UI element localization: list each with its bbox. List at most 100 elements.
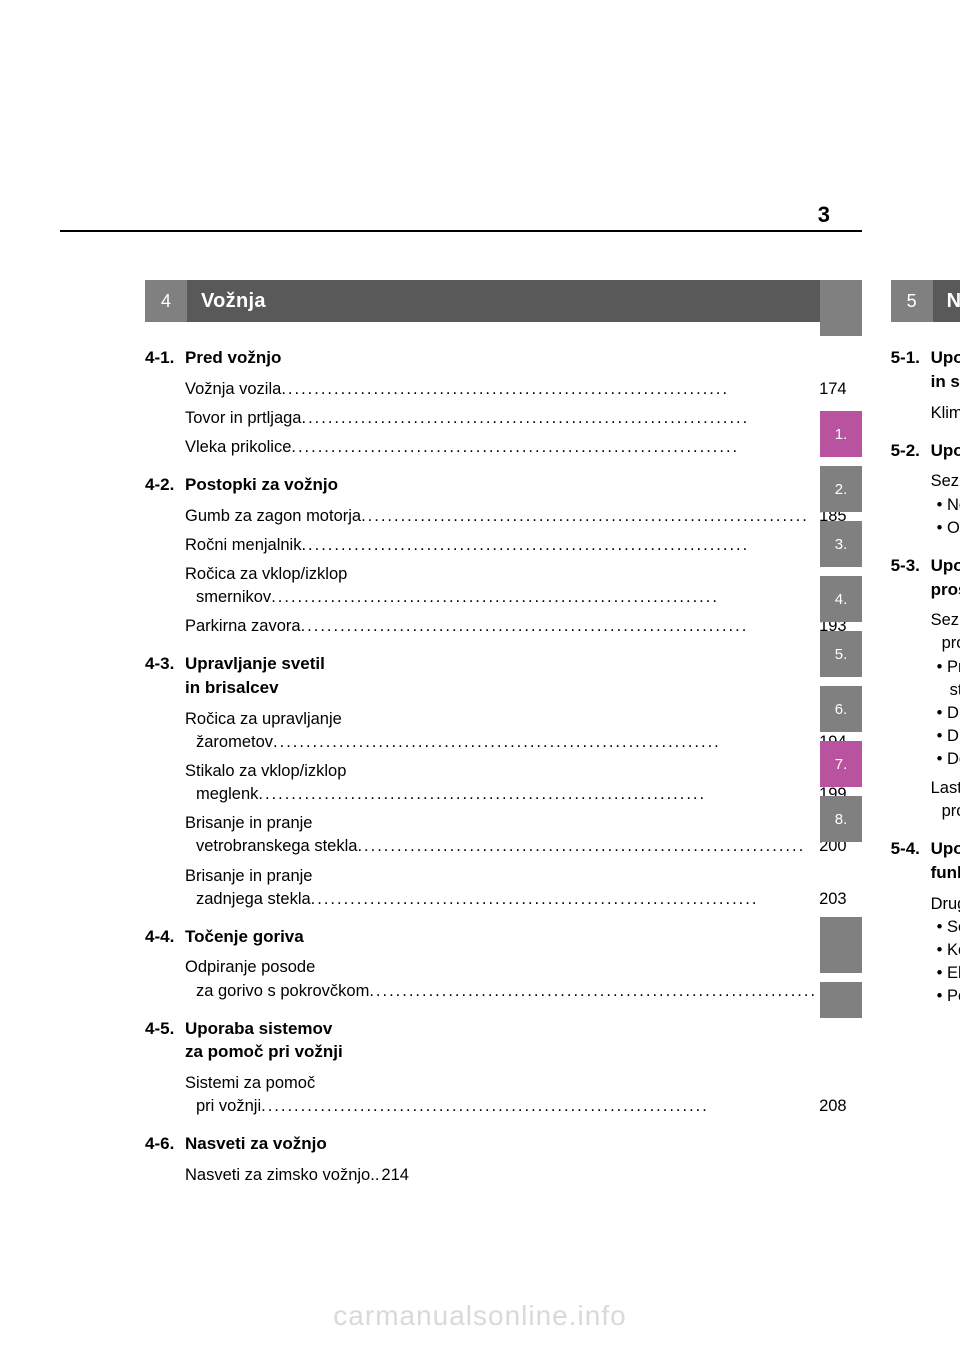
column-right: 5Notranje funkcije5-1.Uporaba klimatske … [891,280,960,1201]
section-number: 5-4. [891,837,931,885]
right-chapter-tab: 5Notranje funkcije [891,280,960,322]
section-number: 5-2. [891,439,931,463]
entry-label: Tovor in prtljaga [185,407,301,430]
section-title: Postopki za vožnjo [185,473,847,497]
divider [60,230,862,232]
section-number: 4-4. [145,925,185,949]
entry-label: Druge notranje funkcije [931,893,960,916]
toc-section: 4-4.Točenje gorivaOdpiranje posodeza gor… [145,925,847,1003]
side-tab-4[interactable]: 4. [820,576,862,622]
toc-section: 5-3.Uporaba odlagalnihprostorov Seznam od… [891,554,960,823]
subentry-label: Kozmetični ogledali [937,939,960,962]
subentry-label: Pomožna držala [937,985,960,1008]
side-block [820,280,862,336]
toc-entry: Sistemi za pomočpri vožnji208 [185,1072,847,1118]
entry-label-cont: smernikov [185,586,271,609]
section-title: Nasveti za vožnjo [185,1132,847,1156]
toc-entry: Seznam notranjih luči225Notranja luč226O… [931,470,960,539]
column-left: 4Vožnja 4-1.Pred vožnjoVožnja vozila174To… [145,280,847,1201]
entry-label: Brisanje in pranje [185,812,313,835]
toc-entry: Lastnosti prtljažnegaprostora231 [931,777,960,823]
sidebar-tabs: 1. 2. 3. 4. 5. 6. 7. 8. [820,280,862,1027]
subentry-label: Dodatni predal [937,748,960,771]
side-tab-1[interactable]: 1. [820,411,862,457]
toc-section: 5-4.Uporaba drugih notranjihfunkcij Druge… [891,837,960,1008]
toc-entry: Klimatska naprava218 [931,402,960,425]
subentry-label: Predal na sopotnikovi [937,656,960,679]
toc-entry: Vleka prikolice184 [185,436,847,459]
chapter-title: Vožnja [187,280,847,322]
section-number: 4-1. [145,346,185,370]
side-tab-5[interactable]: 5. [820,631,862,677]
side-tab-2[interactable]: 2. [820,466,862,512]
chapter-number: 4 [145,280,187,322]
toc-entry: Druge notranje funkcije234Senčnika234Koz… [931,893,960,1008]
toc-section: 4-5.Uporaba sistemovza pomoč pri vožnjiS… [145,1017,847,1119]
entry-label-cont: prostora [931,800,960,823]
section-title: Uporaba sistemovza pomoč pri vožnji [185,1017,847,1065]
section-title: Uporaba drugih notranjihfunkcij [931,837,960,885]
entry-label: Seznam notranjih luči [931,470,960,493]
entry-label-cont: žarometov [185,731,273,754]
side-tab-7[interactable]: 7. [820,741,862,787]
toc-entry: Seznam odlagalnihprostorov227Predal na s… [931,609,960,771]
toc-entry: Tovor in prtljaga182 [185,407,847,430]
toc-entry: Ročica za upravljanježarometov194 [185,708,847,754]
entry-label: Vožnja vozila [185,378,281,401]
entry-page: 214 [379,1164,409,1187]
watermark: carmanualsonline.info [0,1300,960,1332]
section-title: Uporaba klimatske napravein sistema za o… [931,346,960,394]
toc-entry: Ročica za vklop/izklopsmernikov192 [185,563,847,609]
page: 3 4Vožnja 4-1.Pred vožnjoVožnja vozila174… [0,0,960,1358]
subentry-label: Notranja luč [937,494,960,517]
section-number: 4-2. [145,473,185,497]
side-tab-8[interactable]: 8. [820,796,862,842]
entry-label: Ročica za vklop/izklop [185,563,347,586]
entry-label-cont: meglenk [185,783,258,806]
entry-label: Vleka prikolice [185,436,291,459]
toc-entry: Nasveti za zimsko vožnjo ..214 [185,1164,847,1187]
content-columns: 4Vožnja4-1.Pred vožnjoVožnja vozila174To… [145,280,820,1201]
toc-section: 4-2.Postopki za vožnjo Gumb za zagon moto… [145,473,847,638]
section-number: 4-5. [145,1017,185,1065]
entry-label: Seznam odlagalnih [931,609,960,632]
subentry-label-cont: strani [950,679,960,702]
subentry-label: Osebne luči [937,517,960,540]
toc-section: 4-1.Pred vožnjoVožnja vozila174Tovor in … [145,346,847,459]
page-number: 3 [818,202,830,228]
subentry-label: Senčnika [937,916,960,939]
toc-entry: Vožnja vozila174 [185,378,847,401]
entry-label: Lastnosti prtljažnega [931,777,960,800]
side-tab-6[interactable]: 6. [820,686,862,732]
entry-label: Nasveti za zimsko vožnjo [185,1164,370,1187]
entry-label: Parkirna zavora [185,615,301,638]
toc-section: 4-6.Nasveti za vožnjo Nasveti za zimsko v… [145,1132,847,1187]
subentry-label: Držala za kozarce [937,702,960,725]
entry-page: 208 [817,1095,847,1118]
section-number: 4-6. [145,1132,185,1156]
entry-label-cont: vetrobranskega stekla [185,835,357,858]
entry-label: Stikalo za vklop/izklop [185,760,346,783]
entry-label: Klimatska naprava [931,402,960,425]
section-title: Uporaba odlagalnihprostorov [931,554,960,602]
entry-label: Gumb za zagon motorja [185,505,361,528]
section-title: Uporaba notranjih luči [931,439,960,463]
entry-label: Ročni menjalnik [185,534,301,557]
subentry-label: Električna vtičnica [937,962,960,985]
toc-entry: Brisanje in pranjevetrobranskega stekla2… [185,812,847,858]
side-tab-3[interactable]: 3. [820,521,862,567]
section-title: Točenje goriva [185,925,847,949]
entry-label: Ročica za upravljanje [185,708,342,731]
entry-label-cont: zadnjega stekla [185,888,311,911]
subentry-label: Držala za plastenke [937,725,960,748]
entry-label-cont: pri vožnji [185,1095,261,1118]
left-chapter-tab: 4Vožnja [145,280,847,322]
toc-entry: Ročni menjalnik190 [185,534,847,557]
toc-entry: Parkirna zavora193 [185,615,847,638]
section-number: 5-3. [891,554,931,602]
entry-label-cont: prostorov [931,632,960,655]
side-block [820,917,862,973]
toc-section: 4-3.Upravljanje svetilin brisalcevRočica… [145,652,847,910]
entry-label-cont: za gorivo s pokrovčkom [185,980,369,1003]
section-number: 4-3. [145,652,185,700]
